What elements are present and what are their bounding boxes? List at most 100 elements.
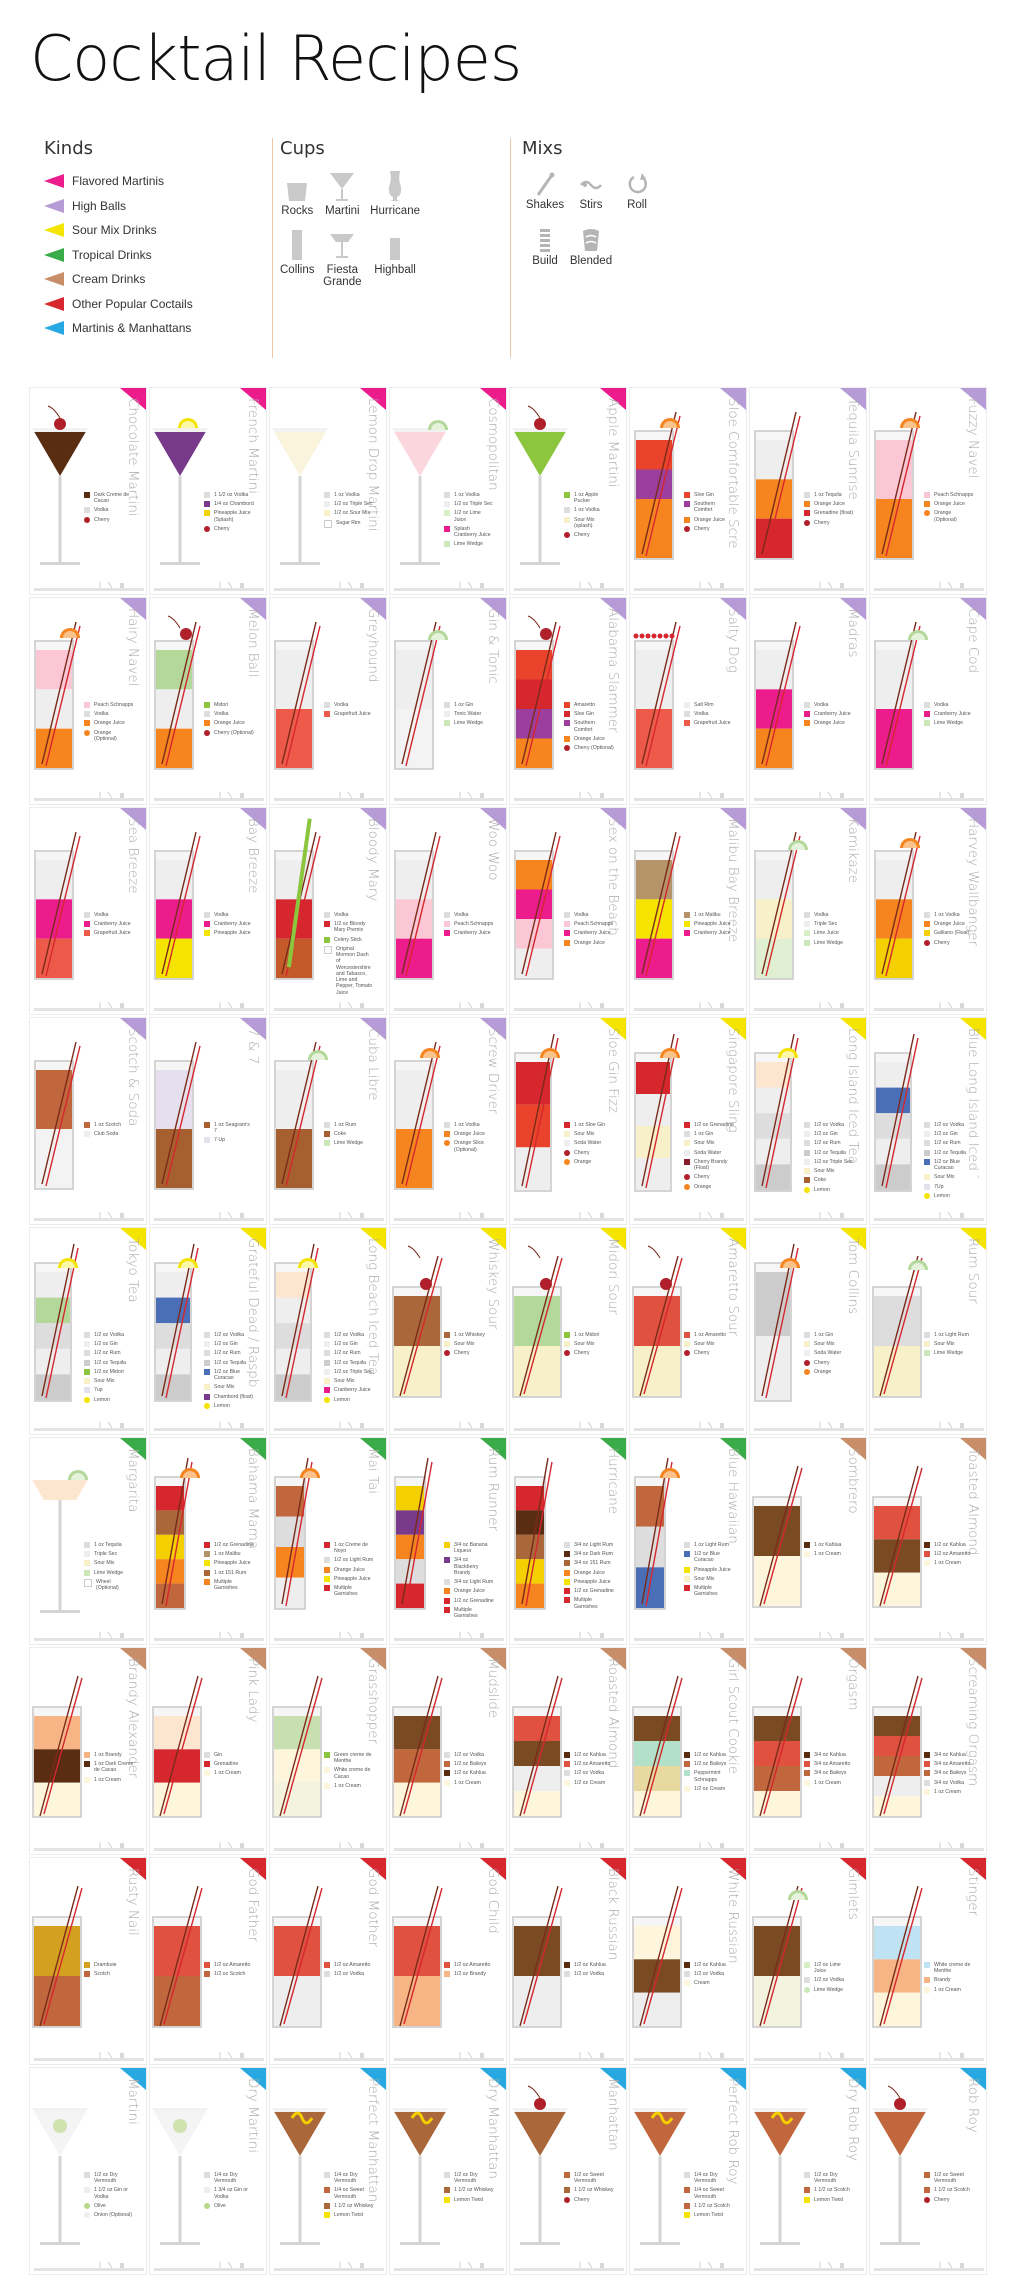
ingredient-item: Cherry [564, 2196, 614, 2203]
ingredient-swatch [684, 1551, 690, 1558]
cocktail-name: Whiskey Sour [485, 1238, 500, 1330]
kind-corner-flag [360, 2068, 386, 2090]
rocks-glass-icon [272, 1885, 323, 2028]
kind-corner-flag [960, 1228, 986, 1250]
ingredient-label: 1/2 oz Grenadine [214, 1542, 254, 1548]
ingredient-label: Chambord (float) [214, 1393, 253, 1400]
ingredient-label: Triple Sec [94, 1551, 118, 1558]
ingredient-item: 1/2 oz Sweet Vermouth [924, 2172, 974, 2184]
ingredient-label: 1 1/2 oz Whiskey [574, 2187, 614, 2194]
recipe-card: Woo Woo Vodka Peach Schnapps Cranberry Juic… [389, 807, 507, 1015]
ingredient-label: 1/2 oz Triple Sec [334, 501, 373, 508]
ingredient-label: Triple Sec [814, 921, 838, 928]
recipe-card: Tequila Sunrise 1 oz Tequila Orange Juice G… [749, 387, 867, 595]
ingredient-item: 1/4 oz Dry Vermouth [204, 2172, 254, 2184]
ingredient-swatch [564, 1971, 570, 1978]
ingredient-item: Cranberry Juice [564, 930, 614, 937]
ingredient-swatch [564, 532, 570, 539]
ingredient-swatch [924, 1131, 930, 1138]
ingredient-item: 1 oz Vodka [444, 1122, 494, 1128]
ingredient-label: 3/4 oz Kahlua [814, 1752, 846, 1758]
ingredient-list: White creme de Menthe Brandy 1 oz Cream [924, 1962, 974, 1996]
ingredient-swatch [804, 2187, 810, 2194]
ingredient-swatch [924, 501, 930, 508]
rocks-glass-icon [632, 1675, 683, 1818]
ingredient-item: Orange Juice [324, 1566, 374, 1573]
ingredient-label: 1 oz Tequila [94, 1542, 122, 1548]
ingredient-list: 1/2 oz Kahlua 1/2 oz Amaretto 1 oz Cream [924, 1542, 974, 1570]
ingredient-swatch [204, 1384, 210, 1391]
ingredient-label: 1 1/2 oz Whiskey [454, 2187, 494, 2194]
ingredient-label: 1/2 oz Gin [214, 1341, 238, 1348]
ingredient-swatch [204, 1560, 210, 1567]
ingredient-swatch [84, 1578, 92, 1587]
cocktail-name: Bloody Mary [365, 818, 380, 902]
ingredient-list: 1 oz Vodka 1/2 oz Triple Sec 1/2 oz Lime J… [444, 492, 494, 551]
ingredient-item: Sloe Gin [684, 492, 734, 498]
ingredient-label: 1/2 oz Vodka [334, 1971, 364, 1978]
collins-glass-icon [274, 621, 321, 770]
ingredient-swatch [564, 939, 570, 946]
recipe-card: Melon Ball Midori Vodka Orange Juice Cherry … [149, 597, 267, 805]
cup-label: Hurricane [370, 205, 420, 217]
ingredient-swatch [204, 492, 210, 498]
ingredient-label: Vodka [814, 912, 829, 918]
ingredient-swatch [444, 2172, 450, 2178]
kind-corner-flag [840, 1438, 866, 1460]
ingredient-label: 1 oz Brandy [94, 1752, 122, 1758]
ingredient-swatch [924, 1158, 930, 1165]
ingredient-swatch [564, 492, 570, 498]
ingredient-item: Sour Mix [564, 1341, 614, 1348]
ingredient-label: Lemon [334, 1396, 350, 1403]
ingredient-label: 1/2 oz Lime Juice [814, 1962, 841, 1975]
kind-corner-flag [960, 2068, 986, 2090]
ingredient-label: Orange Juice [574, 939, 605, 946]
ingredient-list: 1/4 oz Dry Vermouth 1/4 oz Sweet Vermouth… [324, 2172, 374, 2221]
card-footer-icons [274, 1212, 384, 1221]
ingredient-swatch [924, 1761, 930, 1768]
ingredient-label: Vodka [814, 702, 829, 708]
cocktail-name: Rob Roy [965, 2078, 980, 2133]
ingredient-item: 1/4 oz Chambord [204, 501, 254, 508]
card-footer-icons [34, 1632, 144, 1641]
collins-glass-icon [274, 818, 321, 980]
card-footer-icons [634, 1002, 744, 1011]
ingredient-list: 1/2 oz Amaretto 1/2 oz Scotch [204, 1962, 254, 1980]
collins-glass-icon [754, 411, 801, 560]
ingredient-swatch [564, 1122, 570, 1128]
ingredient-list: Sloe Gin Southern Comfort Orange Juice Cher… [684, 492, 734, 535]
kind-corner-flag [480, 1228, 506, 1250]
ingredient-item: Sour Mix [564, 1131, 614, 1138]
cocktail-name: Brandy Alexander [125, 1658, 140, 1779]
ingredient-label: Orange Juice [214, 720, 245, 727]
card-footer-icons [754, 1632, 864, 1641]
ingredient-swatch [324, 2172, 330, 2178]
ingredient-swatch [564, 1597, 570, 1604]
rocks-glass-icon [152, 1885, 203, 2028]
ingredient-swatch [684, 516, 690, 523]
cocktail-name: God Mother [365, 1868, 380, 1948]
ingredient-label: 1 oz Cream [934, 1788, 961, 1795]
ingredient-swatch [804, 1551, 810, 1558]
ingredient-item: 3/4 oz Baileys [804, 1770, 854, 1777]
ingredient-label: 1/4 oz Sweet Vermouth [694, 2187, 724, 2200]
ingredient-label: 1/4 oz Dry Vermouth [214, 2172, 238, 2185]
ingredient-swatch [84, 1971, 90, 1978]
ingredient-label: 1 oz Cream [454, 1779, 481, 1786]
ingredient-label: 1/2 oz Sweet Vermouth [934, 2172, 964, 2185]
ingredient-list: 1/2 oz Kahlua 1/2 oz Vodka [564, 1962, 614, 1980]
kind-corner-flag [240, 808, 266, 830]
ingredient-swatch [564, 2187, 570, 2194]
ingredient-list: Dark Creme de Cacao Vodka Cherry [84, 492, 134, 526]
ingredient-item: 1 oz Amaretto [684, 1332, 734, 1338]
ingredient-swatch [804, 1122, 810, 1128]
ingredient-item: Cherry (Optional) [564, 745, 614, 752]
cups-heading: Cups [280, 138, 325, 159]
ingredient-swatch [804, 2196, 810, 2203]
ingredient-swatch [204, 1551, 210, 1558]
ingredient-list: 1 oz Sloe Gin Sour Mix Soda Water Cherry Ora… [564, 1122, 614, 1168]
ingredient-swatch [204, 1542, 210, 1548]
ingredient-item: 1 1/2 oz Gin or Vodka [84, 2187, 134, 2200]
kind-corner-flag [600, 1018, 626, 1040]
ingredient-label: Lime Wedge [814, 939, 844, 946]
